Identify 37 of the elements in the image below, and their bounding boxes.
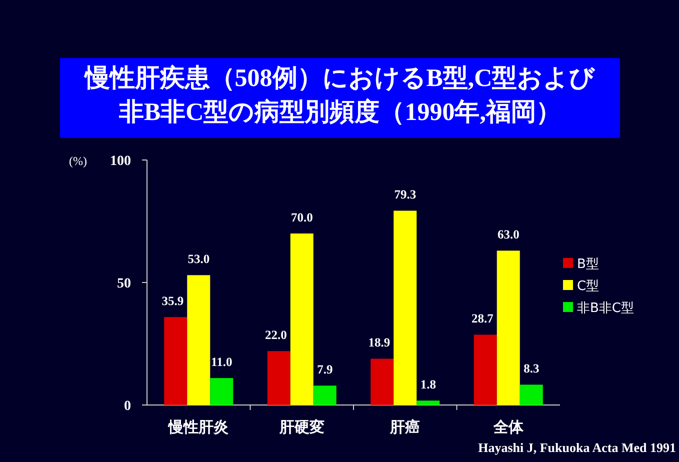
- bar: [520, 384, 543, 405]
- bar: [394, 210, 417, 405]
- bar: [496, 250, 520, 405]
- chart-title: 慢性肝疾患（508例）におけるB型,C型および非B非C型の病型別頻度（1990年,福岡）: [83, 64, 596, 128]
- data-label: 1.8: [420, 378, 436, 392]
- bar: [267, 351, 290, 405]
- bar: [187, 275, 210, 405]
- text: Hayashi J, Fukuoka Acta Med 1991: [478, 440, 676, 455]
- data-label: 18.9: [368, 336, 390, 350]
- bar: [416, 400, 440, 405]
- bar: [474, 334, 497, 405]
- legend-label: B型: [577, 257, 599, 272]
- bar: [370, 358, 394, 405]
- bar: [313, 386, 336, 405]
- data-label: 22.0: [264, 328, 287, 342]
- data-label: 79.3: [394, 188, 416, 202]
- y-tick-label: 100: [110, 154, 131, 169]
- bar: [290, 234, 314, 405]
- data-label: 8.3: [524, 362, 540, 376]
- data-label: 35.9: [162, 294, 184, 308]
- legend-label: 非B非C型: [577, 301, 634, 316]
- data-label: 28.7: [471, 312, 494, 326]
- y-tick-label: 0: [124, 399, 131, 414]
- y-tick-label: 50: [117, 276, 131, 292]
- legend-label: C型: [577, 279, 600, 294]
- bar: [164, 317, 188, 405]
- data-label: 7.9: [317, 362, 333, 377]
- x-tick-label: 全体: [492, 418, 524, 436]
- x-tick-label: 肝癌: [389, 418, 420, 436]
- data-label: 11.0: [211, 355, 232, 370]
- data-label: 63.0: [497, 228, 520, 242]
- x-tick-label: 慢性肝炎: [168, 418, 229, 436]
- x-tick-label: 肝硬変: [278, 418, 324, 436]
- data-label: 70.0: [290, 210, 313, 224]
- data-label: 53.0: [188, 252, 210, 266]
- y-axis-title: (%): [69, 154, 87, 168]
- bar: [210, 378, 234, 405]
